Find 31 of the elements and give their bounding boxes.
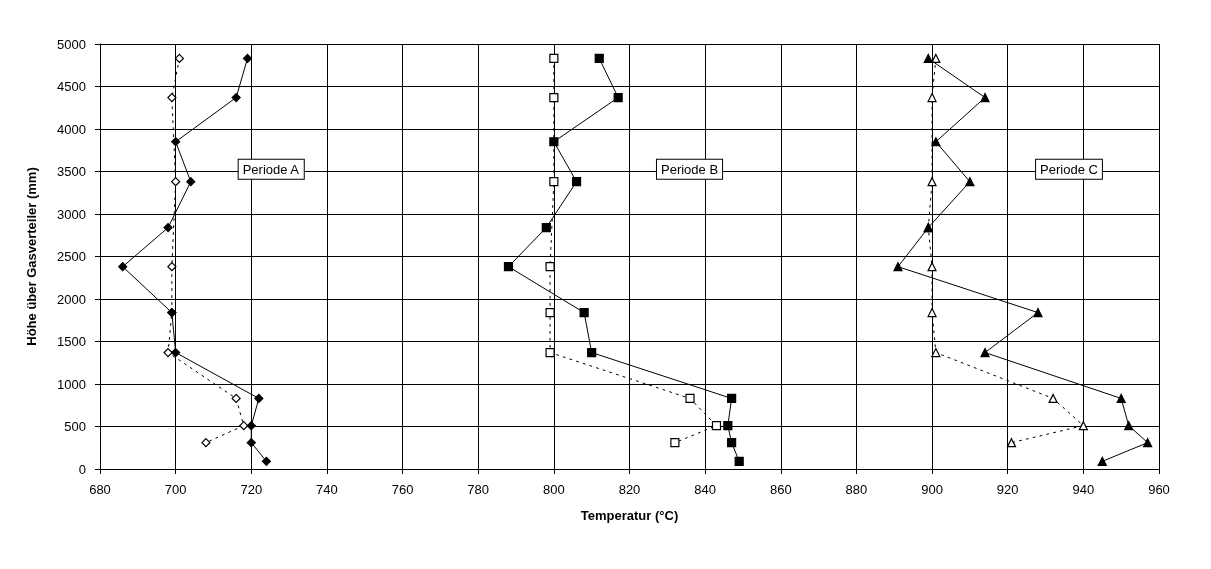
annotation: Periode C bbox=[1040, 161, 1098, 177]
x-tick-label: 920 bbox=[996, 482, 1019, 497]
y-tick-label: 4000 bbox=[57, 121, 86, 137]
y-tick-label: 5000 bbox=[57, 36, 86, 52]
x-tick-label: 860 bbox=[769, 482, 792, 497]
annotation: Periode B bbox=[660, 161, 719, 177]
y-tick-label: 1000 bbox=[57, 376, 86, 392]
x-tick-label: 940 bbox=[1072, 482, 1095, 497]
y-tick-label: 3500 bbox=[57, 164, 86, 179]
x-tick-label: 800 bbox=[543, 482, 565, 497]
annotation: Periode A bbox=[242, 161, 300, 177]
y-tick-label: 500 bbox=[64, 419, 86, 434]
x-tick-label: 840 bbox=[694, 482, 716, 497]
x-tick-label: 740 bbox=[316, 482, 338, 497]
y-tick-label: 2000 bbox=[57, 291, 86, 307]
x-tick-label: 700 bbox=[164, 482, 187, 497]
y-tick-label: 2500 bbox=[57, 249, 86, 264]
x-axis-title: Temperatur (°C) bbox=[580, 508, 679, 523]
x-tick-label: 880 bbox=[845, 482, 868, 497]
y-tick-label: 4500 bbox=[57, 79, 86, 94]
x-tick-label: 820 bbox=[618, 482, 641, 497]
x-tick-label: 720 bbox=[240, 482, 263, 497]
y-tick-label: 1500 bbox=[57, 334, 86, 349]
y-tick-label: 0 bbox=[78, 461, 86, 477]
x-tick-label: 780 bbox=[467, 482, 490, 497]
y-tick-label: 3000 bbox=[57, 206, 86, 222]
x-tick-label: 960 bbox=[1148, 482, 1170, 497]
x-tick-label: 680 bbox=[89, 482, 111, 497]
x-tick-label: 760 bbox=[391, 482, 414, 497]
y-axis-title: Höhe über Gasverteiler (mm) bbox=[24, 167, 39, 346]
x-tick-label: 900 bbox=[921, 482, 943, 497]
